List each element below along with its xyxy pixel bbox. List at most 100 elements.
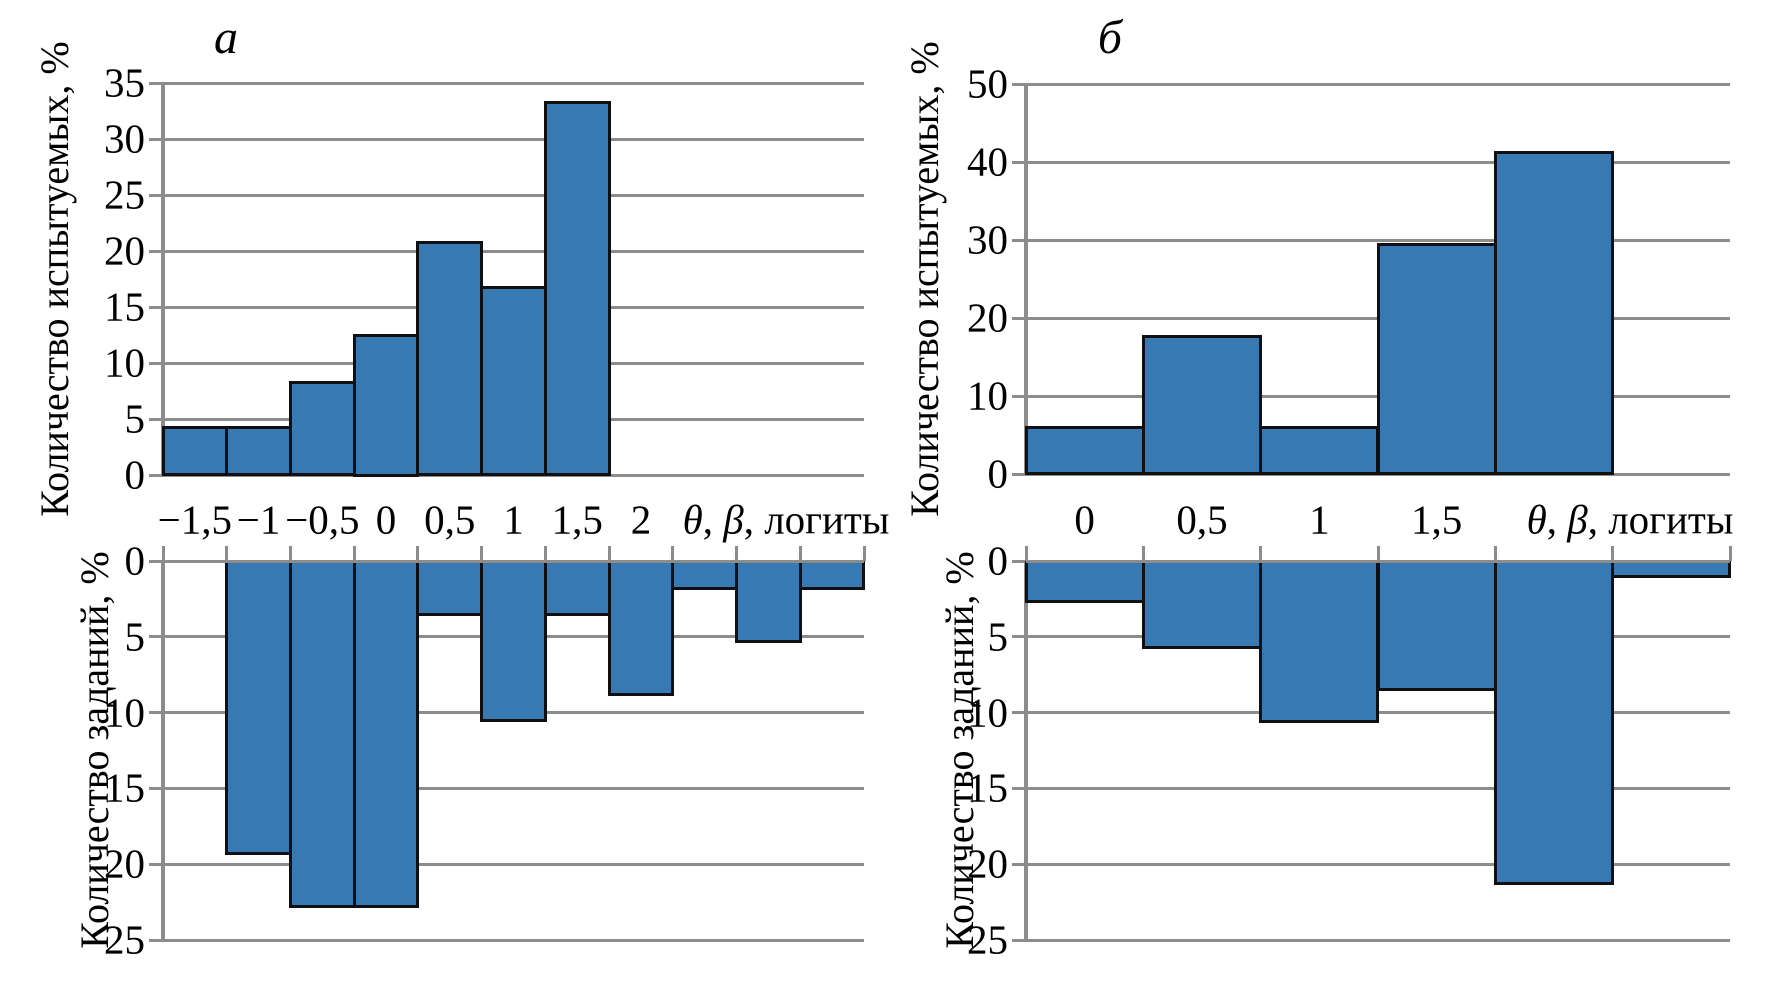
- y-tick-label: 50: [967, 60, 1008, 107]
- x-axis-unit-label-b: θ, β, логиты: [1526, 496, 1734, 543]
- histogram-items-a: 0 5 10 15 20 25: [104, 540, 866, 960]
- y-axis-tick: [149, 635, 163, 639]
- histogram-bar: [225, 559, 292, 856]
- gridline: [163, 249, 864, 253]
- x-axis-tick: [225, 546, 229, 561]
- y-tick-label: 25: [104, 916, 145, 963]
- y-tick-label: 0: [987, 450, 1009, 497]
- y-axis-tick: [149, 938, 163, 942]
- y-tick-label: 0: [987, 537, 1009, 584]
- x-axis-line: [163, 559, 864, 563]
- histogram-bar: [161, 426, 229, 477]
- histogram-persons-a: 0 5 10 15 20 25 30 35: [104, 62, 864, 495]
- gridline: [1026, 82, 1730, 86]
- y-tick-label: 5: [124, 395, 146, 442]
- x-axis-tick: [735, 546, 739, 561]
- y-axis-tick: [149, 193, 163, 197]
- x-axis-tick: [1611, 546, 1615, 561]
- x-axis-tick: [1024, 546, 1028, 561]
- x-tick-label: −0,5: [285, 496, 360, 543]
- y-tick-label: 25: [967, 916, 1008, 963]
- x-axis-tick: [288, 546, 292, 561]
- y-axis-tick: [149, 137, 163, 141]
- y-axis-tick: [149, 862, 163, 866]
- y-tick-label: 5: [987, 613, 1009, 660]
- y-tick-label: 15: [104, 283, 145, 330]
- histogram-items-b: 0 5 10 15 20 25: [967, 540, 1732, 960]
- histogram-bar: [1141, 335, 1263, 476]
- gridline: [1026, 238, 1730, 242]
- y-axis-tick: [149, 249, 163, 253]
- gridline: [1026, 862, 1730, 866]
- y-axis-line: [161, 82, 165, 476]
- y-axis-title-items-b: Количество заданий, %: [937, 551, 982, 949]
- histogram-bar: [798, 559, 866, 590]
- x-tick-label: −1: [236, 496, 281, 543]
- y-axis-tick: [1012, 862, 1026, 866]
- x-tick-label: −1,5: [157, 496, 233, 543]
- y-axis-tick: [149, 81, 163, 85]
- y-axis-tick: [1012, 160, 1026, 164]
- histogram-bar: [543, 559, 611, 616]
- x-axis-tick: [352, 546, 356, 561]
- y-axis-line: [161, 560, 165, 941]
- y-tick-label: 0: [124, 451, 146, 498]
- y-axis-tick: [1012, 238, 1026, 242]
- x-tick-label: 2: [630, 496, 652, 543]
- y-axis-tick: [1012, 394, 1026, 398]
- y-tick-label: 5: [124, 613, 146, 660]
- y-tick-label: 0: [124, 537, 146, 584]
- y-axis-tick: [1012, 316, 1026, 320]
- histogram-bar: [288, 559, 356, 909]
- y-tick-label: 10: [967, 372, 1008, 419]
- y-axis-tick: [1012, 82, 1026, 86]
- y-axis-line: [1024, 83, 1028, 475]
- y-axis-tick: [1012, 559, 1026, 563]
- x-axis-tick: [543, 546, 547, 561]
- y-axis-title-items-a: Количество заданий, %: [72, 551, 117, 949]
- x-tick-label: 1: [1309, 496, 1330, 543]
- x-axis-tick: [862, 546, 866, 561]
- histogram-bar: [1376, 243, 1497, 476]
- y-tick-label: 30: [104, 115, 145, 162]
- y-tick-label: 15: [104, 764, 145, 811]
- gridline: [163, 786, 864, 790]
- y-tick-label: 10: [967, 689, 1008, 736]
- y-axis-tick: [149, 559, 163, 563]
- x-axis-tick: [1376, 546, 1380, 561]
- gridline: [163, 938, 864, 942]
- y-tick-label: 20: [104, 227, 145, 274]
- histogram-bar: [607, 559, 675, 696]
- gridline: [163, 137, 864, 141]
- y-axis-tick: [149, 473, 163, 477]
- y-axis-line: [1024, 560, 1028, 941]
- x-axis-tick: [671, 546, 675, 561]
- y-axis-tick: [149, 786, 163, 790]
- gridline: [1026, 938, 1730, 942]
- y-tick-label: 10: [104, 689, 145, 736]
- histogram-bar: [225, 426, 292, 477]
- x-tick-label: 1,5: [1411, 496, 1463, 543]
- x-axis-tick: [1728, 546, 1732, 561]
- x-tick-label: 0,5: [1176, 496, 1228, 543]
- x-axis-tick: [798, 546, 802, 561]
- y-axis-tick: [149, 305, 163, 309]
- y-axis-tick: [1012, 786, 1026, 790]
- y-axis-tick: [149, 417, 163, 421]
- histogram-bar: [1024, 426, 1145, 476]
- x-axis-unit-label-a: θ, β, логиты: [682, 496, 890, 543]
- x-axis-tick: [161, 546, 165, 561]
- gridline: [163, 193, 864, 197]
- histogram-bar: [288, 380, 356, 477]
- x-axis-tick: [607, 546, 611, 561]
- x-tick-label: 1: [503, 496, 524, 543]
- histogram-bar: [671, 559, 739, 590]
- y-axis-tick: [1012, 938, 1026, 942]
- panel-a-title: a: [214, 11, 238, 64]
- y-axis-tick: [1012, 711, 1026, 715]
- y-tick-label: 25: [104, 171, 145, 218]
- histogram-bar: [543, 100, 611, 477]
- y-tick-label: 20: [967, 840, 1008, 887]
- histogram-bar: [480, 286, 547, 477]
